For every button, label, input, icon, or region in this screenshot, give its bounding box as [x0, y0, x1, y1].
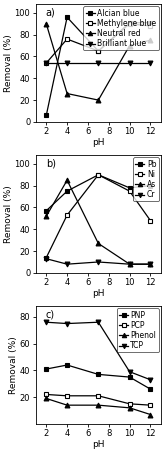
Phenol: [129, 405, 131, 410]
Pb: [66, 188, 68, 194]
Line: PNP: PNP: [44, 362, 153, 391]
TCP: [45, 319, 47, 325]
Brilliant blue: [66, 60, 68, 66]
TCP: [129, 369, 131, 375]
Brilliant blue: [149, 60, 151, 66]
Brilliant blue: [129, 60, 131, 66]
As: [97, 241, 99, 246]
Cr: [66, 261, 68, 267]
Neutral red: [97, 97, 99, 103]
Line: Cr: Cr: [44, 256, 153, 267]
As: [66, 178, 68, 183]
As: [149, 261, 151, 267]
Phenol: [66, 402, 68, 408]
Phenol: [149, 412, 151, 417]
Neutral red: [129, 43, 131, 48]
Y-axis label: Removal (%): Removal (%): [4, 185, 13, 243]
Phenol: [45, 396, 47, 401]
Legend: PNP, PCP, Phenol, TCP: PNP, PCP, Phenol, TCP: [117, 308, 159, 352]
Line: Neutral red: Neutral red: [44, 21, 153, 102]
TCP: [66, 321, 68, 326]
Methylene blue: [149, 23, 151, 29]
Alcian blue: [66, 14, 68, 20]
TCP: [149, 377, 151, 382]
Legend: Alcian blue, Methylene blue, Neutral red, Brilliant blue: Alcian blue, Methylene blue, Neutral red…: [83, 6, 159, 50]
Alcian blue: [45, 113, 47, 118]
Ni: [149, 218, 151, 223]
PNP: [149, 386, 151, 392]
Neutral red: [66, 91, 68, 96]
Line: Methylene blue: Methylene blue: [44, 21, 153, 65]
Cr: [129, 261, 131, 267]
PNP: [97, 371, 99, 377]
Methylene blue: [66, 36, 68, 42]
Pb: [45, 208, 47, 213]
TCP: [97, 319, 99, 325]
Ni: [97, 172, 99, 178]
Text: c): c): [46, 310, 55, 320]
Text: b): b): [46, 159, 56, 169]
PCP: [129, 401, 131, 406]
Pb: [129, 185, 131, 191]
Phenol: [97, 402, 99, 408]
Line: PCP: PCP: [44, 392, 153, 408]
Line: Alcian blue: Alcian blue: [44, 15, 153, 118]
Cr: [97, 259, 99, 265]
PNP: [66, 362, 68, 368]
PCP: [97, 393, 99, 399]
Neutral red: [149, 38, 151, 43]
Brilliant blue: [97, 60, 99, 66]
PNP: [129, 374, 131, 380]
Legend: Pb, Ni, As, Cr: Pb, Ni, As, Cr: [133, 158, 159, 202]
Pb: [97, 172, 99, 178]
Line: Phenol: Phenol: [44, 396, 153, 417]
PNP: [45, 366, 47, 372]
Methylene blue: [129, 21, 131, 27]
Text: a): a): [46, 8, 56, 18]
Y-axis label: Removal (%): Removal (%): [4, 34, 13, 92]
Neutral red: [45, 21, 47, 27]
Alcian blue: [129, 20, 131, 25]
Alcian blue: [149, 20, 151, 25]
Line: Ni: Ni: [44, 172, 153, 260]
As: [129, 261, 131, 267]
X-axis label: pH: pH: [92, 440, 105, 449]
Methylene blue: [97, 48, 99, 54]
X-axis label: pH: pH: [92, 138, 105, 147]
PCP: [45, 392, 47, 397]
Line: Pb: Pb: [44, 172, 153, 213]
X-axis label: pH: pH: [92, 289, 105, 298]
Line: As: As: [44, 178, 153, 267]
As: [45, 213, 47, 219]
Pb: [149, 183, 151, 188]
Alcian blue: [97, 48, 99, 54]
Cr: [149, 261, 151, 267]
Brilliant blue: [45, 60, 47, 66]
PCP: [149, 402, 151, 408]
Ni: [66, 212, 68, 218]
Cr: [45, 256, 47, 261]
Y-axis label: Removal (%): Removal (%): [9, 336, 18, 394]
Methylene blue: [45, 60, 47, 66]
Ni: [129, 188, 131, 194]
Line: TCP: TCP: [44, 320, 153, 382]
PCP: [66, 393, 68, 399]
Ni: [45, 255, 47, 260]
Line: Brilliant blue: Brilliant blue: [44, 61, 153, 65]
